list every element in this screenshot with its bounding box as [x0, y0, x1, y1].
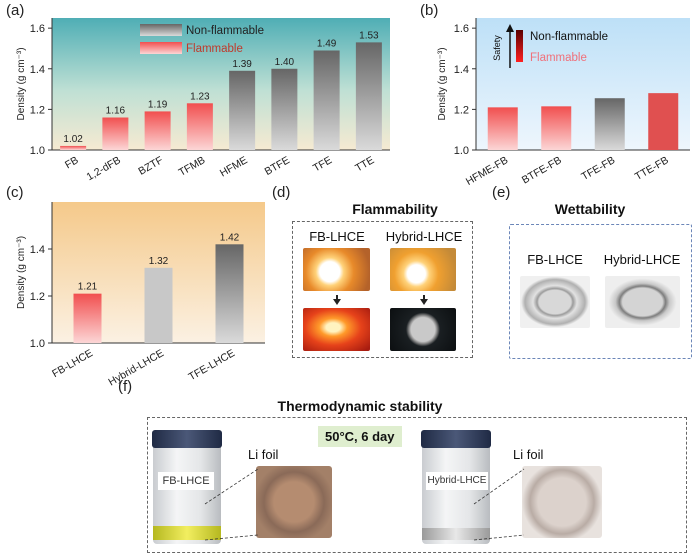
y-tick-label: 1.6 — [30, 23, 45, 35]
fb-lhce-droplet-photo — [520, 276, 590, 328]
thermodynamic-stability-title: Thermodynamic stability — [277, 398, 443, 414]
x-tick-label: FB-LHCE — [50, 347, 95, 380]
data-label: 1.21 — [78, 282, 98, 293]
x-tick-label: FB — [63, 154, 81, 171]
panel-f-label: (f) — [118, 378, 133, 395]
bar — [487, 107, 518, 150]
li-foil-right-photo — [522, 466, 602, 538]
y-tick-label: 1.2 — [30, 291, 45, 303]
y-tick-label: 1.6 — [454, 23, 469, 35]
y-tick-label: 1.2 — [454, 104, 469, 116]
hybrid-lhce-photo-2 — [390, 308, 456, 351]
panel-c-label: (c) — [6, 184, 24, 201]
y-tick-label: 1.2 — [30, 104, 45, 116]
fb-lhce-flame-photo-2 — [303, 308, 370, 351]
vial-cap — [421, 430, 491, 448]
bar — [144, 267, 173, 343]
bar — [144, 111, 171, 150]
panel-d-label: (d) — [272, 184, 291, 201]
flammability-right-label: Hybrid-LHCE — [385, 229, 463, 244]
fb-lhce-vial-label: FB-LHCE — [158, 472, 214, 490]
bar — [73, 293, 102, 343]
arrow-up-icon — [506, 24, 514, 32]
y-tick-label: 1.0 — [454, 145, 469, 157]
legend-label-nonflammable: Non-flammable — [186, 25, 264, 37]
bar — [271, 68, 298, 150]
wettability-right-label: Hybrid-LHCE — [603, 252, 681, 267]
panel-e-label: (e) — [492, 184, 511, 201]
y-tick-label: 1.0 — [30, 145, 45, 157]
x-tick-label: TFE-LHCE — [187, 347, 237, 383]
y-axis-label: Density (g cm⁻³) — [437, 47, 448, 120]
wettability-left-label: FB-LHCE — [527, 252, 583, 267]
y-tick-label: 1.4 — [30, 64, 45, 76]
vial-cap — [152, 430, 222, 448]
y-axis-label: Density (g cm⁻³) — [16, 236, 27, 309]
data-label: 1.40 — [275, 57, 295, 68]
data-label: 1.42 — [220, 232, 240, 243]
data-label: 1.49 — [317, 38, 337, 49]
safety-label: Safety — [492, 35, 502, 61]
condition-badge: 50°C, 6 day — [318, 426, 402, 447]
arrow-down-icon — [333, 299, 341, 305]
y-tick-label: 1.4 — [454, 64, 469, 76]
y-axis-label: Density (g cm⁻³) — [16, 47, 27, 120]
flammability-box — [292, 221, 473, 358]
data-label: 1.19 — [148, 99, 168, 110]
wettability-title: Wettability — [554, 201, 626, 217]
legend-swatch-flammable — [140, 42, 182, 54]
bar — [60, 145, 87, 150]
bar — [215, 244, 244, 343]
wettability-box — [509, 224, 692, 359]
hybrid-lhce-flame-photo-1 — [390, 248, 456, 291]
panel-b-label: (b) — [420, 2, 439, 19]
flammability-left-label: FB-LHCE — [309, 229, 365, 244]
bar — [541, 106, 572, 150]
y-tick-label: 1.0 — [30, 338, 45, 350]
data-label: 1.23 — [190, 91, 210, 102]
li-foil-label-right: Li foil — [513, 447, 544, 462]
hybrid-lhce-vial-label: Hybrid-LHCE — [426, 472, 488, 490]
flammability-title: Flammability — [352, 201, 438, 217]
bar — [229, 70, 256, 150]
thermodynamic-stability-box — [147, 417, 687, 553]
data-label: 1.16 — [106, 106, 126, 117]
bar — [648, 93, 679, 150]
fb-lhce-flame-photo-1 — [303, 248, 370, 291]
legend-swatch-nonflammable — [140, 24, 182, 36]
arrow-down-icon — [420, 299, 428, 305]
bar — [594, 98, 625, 150]
vial-liquid — [153, 526, 221, 540]
legend-label-flammable: Flammable — [186, 43, 243, 55]
bar — [355, 42, 382, 150]
li-foil-left-photo — [256, 466, 332, 538]
legend-label-flammable: Flammable — [530, 52, 587, 64]
panel-a-label: (a) — [6, 2, 25, 19]
y-tick-label: 1.4 — [30, 244, 45, 256]
data-label: 1.53 — [359, 30, 379, 41]
safety-gradient-bar — [516, 30, 523, 62]
data-label: 1.39 — [232, 59, 252, 70]
flammability-arrow-left-stem — [336, 295, 338, 300]
bar — [102, 117, 129, 150]
vial-liquid — [422, 528, 490, 540]
flammability-arrow-right-stem — [423, 295, 425, 300]
x-tick-label: Hybrid-LHCE — [106, 347, 166, 388]
legend-label-nonflammable: Non-flammable — [530, 31, 608, 43]
hybrid-lhce-droplet-photo — [605, 276, 680, 328]
bar — [186, 103, 213, 150]
bar — [313, 50, 340, 150]
li-foil-label-left: Li foil — [248, 447, 279, 462]
data-label: 1.32 — [149, 256, 169, 267]
data-label: 1.02 — [63, 134, 83, 145]
